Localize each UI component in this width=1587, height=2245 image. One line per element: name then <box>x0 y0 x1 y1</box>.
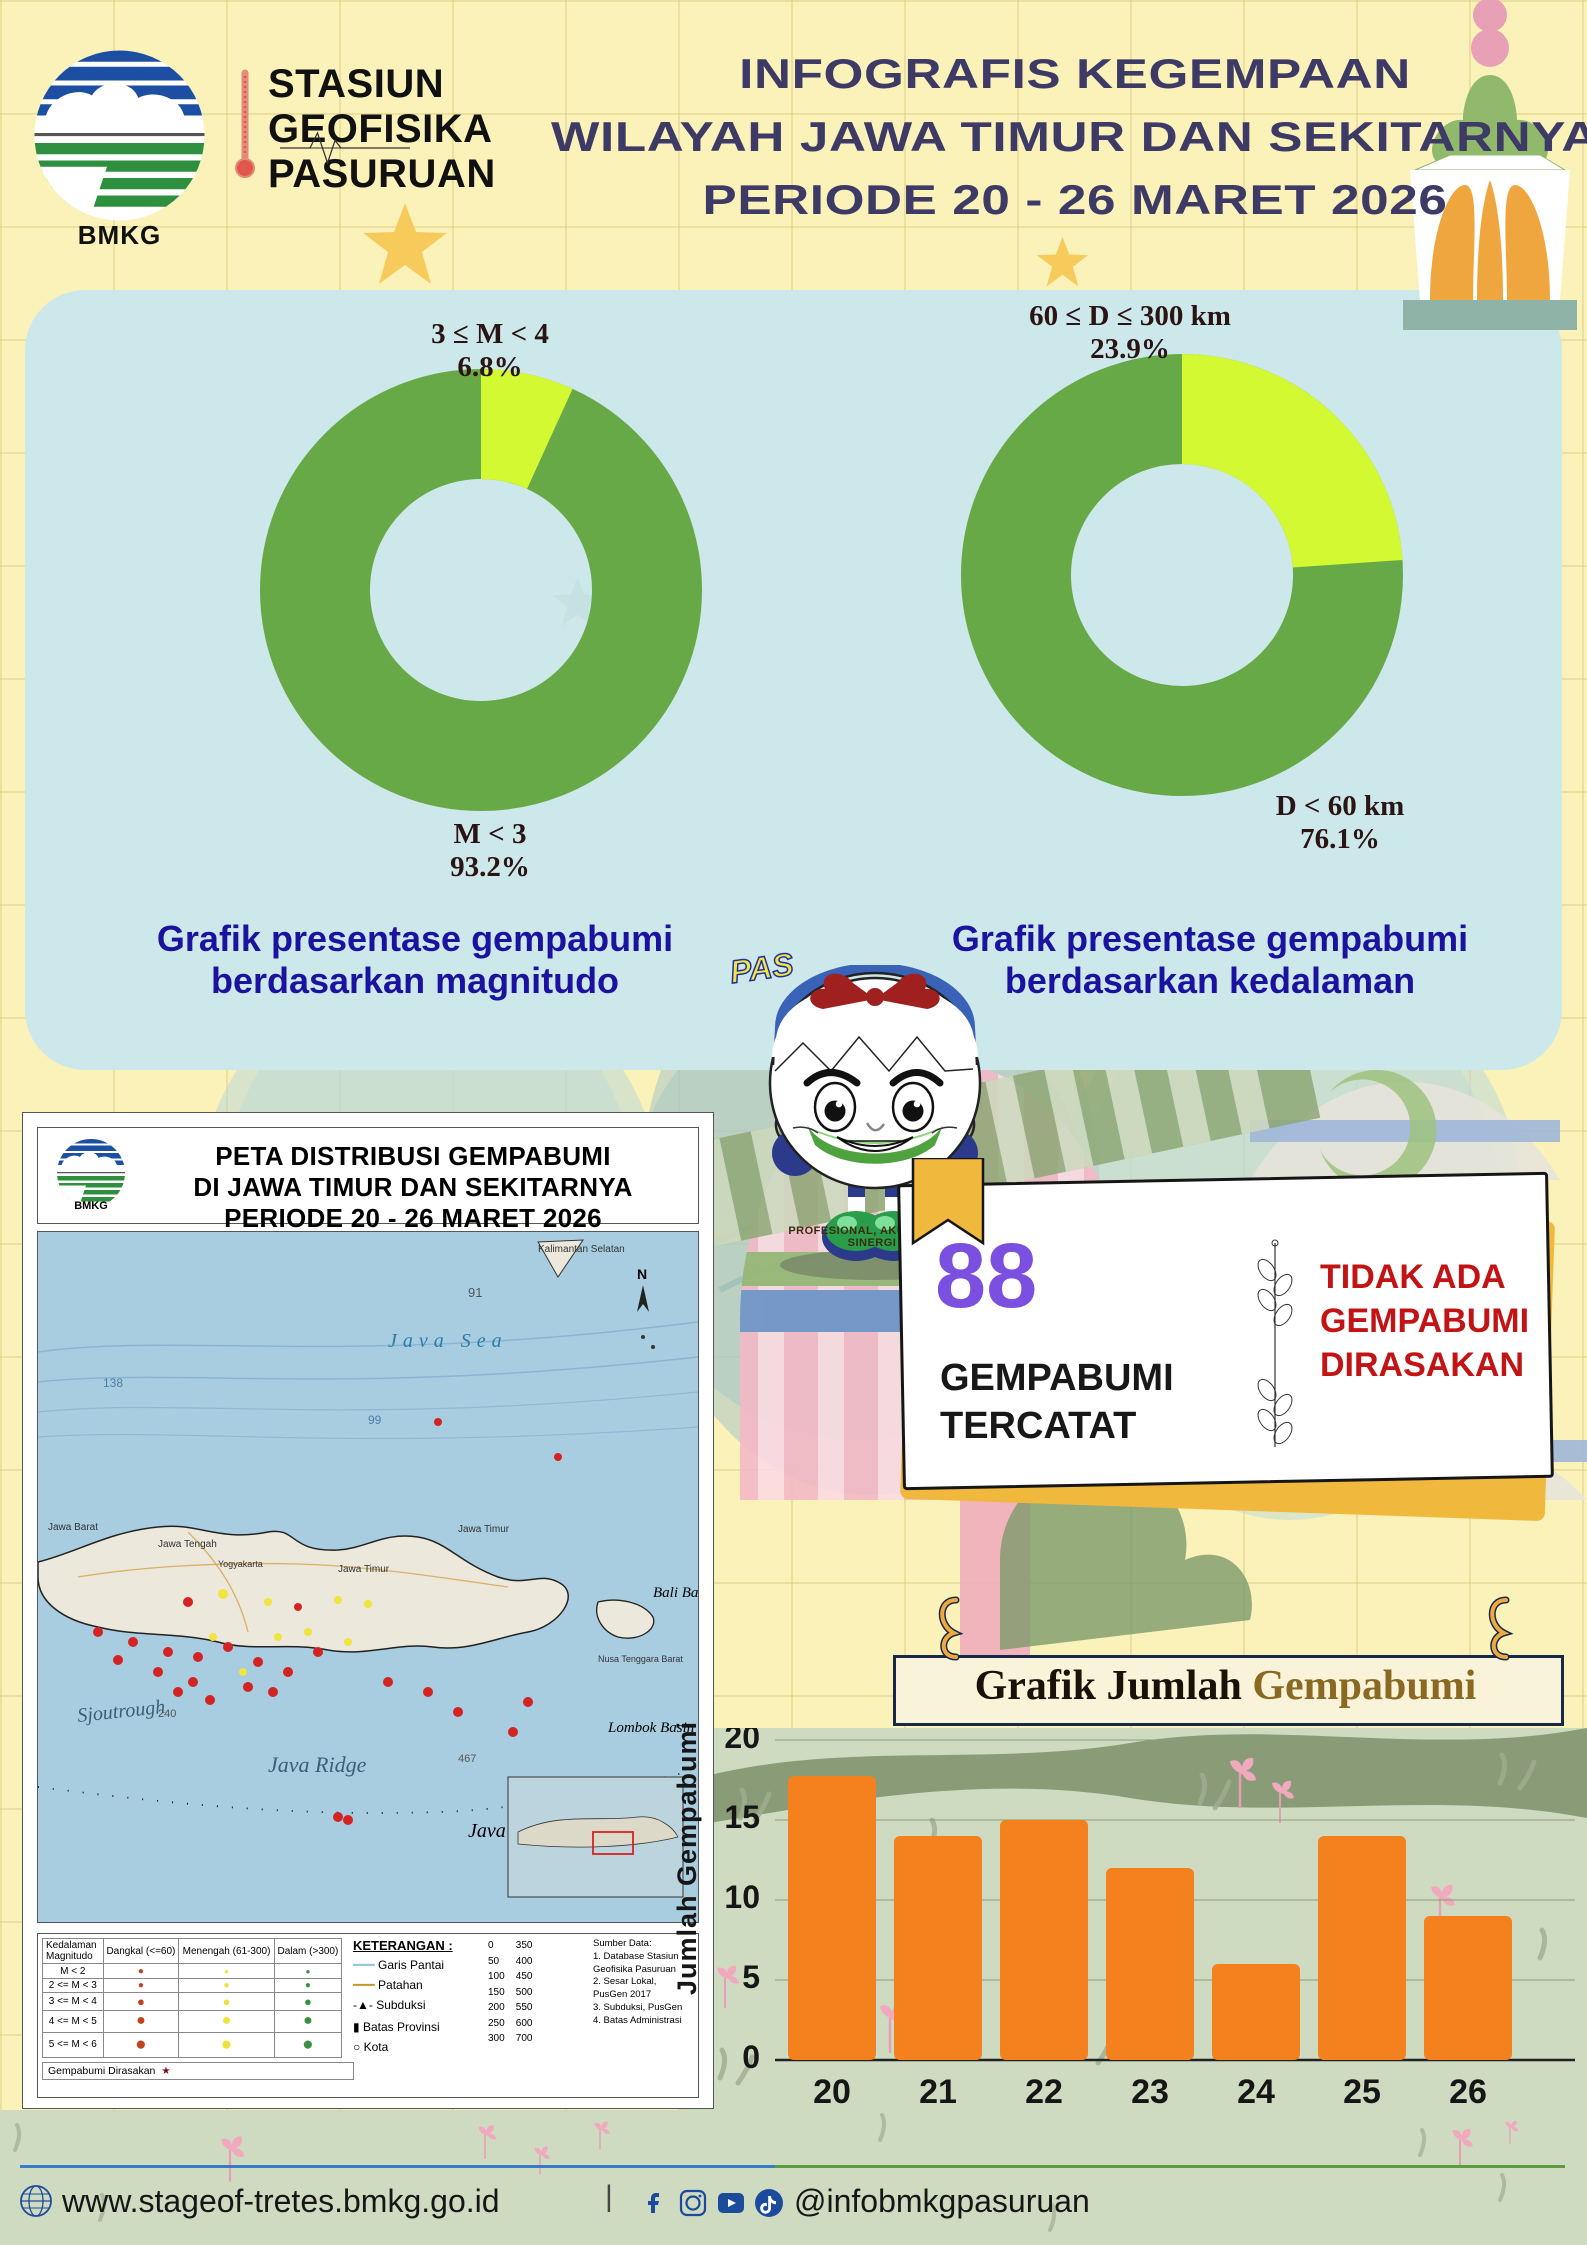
svg-text:5: 5 <box>742 1959 760 1995</box>
svg-text:Bali Basin: Bali Basin <box>653 1585 698 1601</box>
svg-text:21: 21 <box>919 2073 957 2111</box>
svg-text:Jawa Barat: Jawa Barat <box>48 1522 98 1533</box>
svg-text:22: 22 <box>1025 2073 1063 2111</box>
svg-text:Nusa Tenggara Barat: Nusa Tenggara Barat <box>598 1654 683 1664</box>
svg-text:0: 0 <box>742 2039 760 2075</box>
svg-text:Jawa Timur: Jawa Timur <box>338 1564 390 1575</box>
svg-text:Yogyakarta: Yogyakarta <box>218 1559 263 1569</box>
svg-text:25: 25 <box>1343 2073 1381 2111</box>
svg-text:Jawa Tengah: Jawa Tengah <box>158 1539 217 1550</box>
svg-text:Kalimantan Selatan: Kalimantan Selatan <box>538 1244 625 1255</box>
svg-text:240: 240 <box>158 1708 176 1720</box>
svg-text:24: 24 <box>1237 2073 1275 2111</box>
svg-text:99: 99 <box>368 1413 382 1427</box>
svg-text:23: 23 <box>1131 2073 1169 2111</box>
svg-text:15: 15 <box>724 1799 760 1835</box>
svg-text:Sjoutrough: Sjoutrough <box>76 1696 166 1727</box>
svg-text:20: 20 <box>724 1728 760 1755</box>
svg-text:20: 20 <box>813 2073 851 2111</box>
svg-text:Java Sea: Java Sea <box>388 1330 508 1352</box>
svg-text:467: 467 <box>458 1753 476 1765</box>
svg-text:138: 138 <box>103 1376 123 1390</box>
svg-text:Java: Java <box>468 1820 506 1842</box>
svg-text:N: N <box>637 1266 647 1282</box>
svg-text:91: 91 <box>468 1285 482 1300</box>
svg-text:26: 26 <box>1449 2073 1487 2111</box>
svg-text:Java Ridge: Java Ridge <box>268 1752 367 1777</box>
svg-text:Jawa Timur: Jawa Timur <box>458 1524 510 1535</box>
svg-text:10: 10 <box>724 1879 760 1915</box>
